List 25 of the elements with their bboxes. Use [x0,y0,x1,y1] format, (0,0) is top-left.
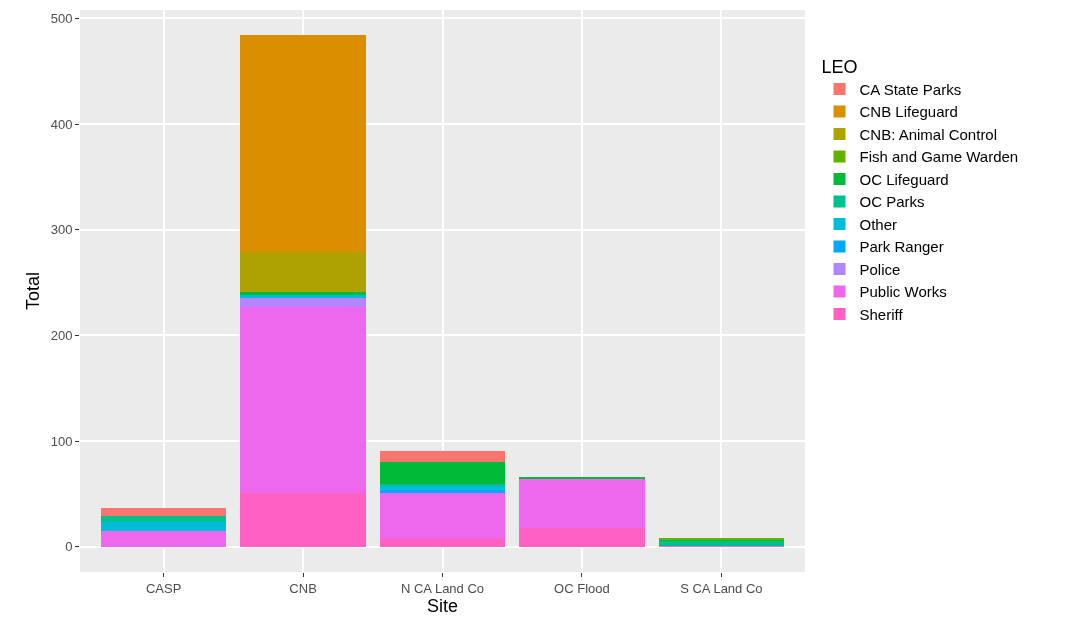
y-axis-title: Total [22,271,43,311]
x-tick-label: CASP [145,580,182,596]
y-tick-label: 300 [50,222,73,238]
x-axis-title: Site [426,595,459,616]
y-tick-label: 100 [50,433,73,449]
legend-label: Other [859,215,898,233]
legend-title: LEO [821,56,858,77]
x-tick-label: N CA Land Co [400,580,485,596]
legend-label: Public Works [859,283,947,301]
x-tick-label: S CA Land Co [680,580,763,596]
y-tick-label: 500 [50,11,73,26]
y-tick-label: 200 [50,327,73,343]
y-tick-label: 0 [65,539,73,555]
legend-label: Park Ranger [859,238,944,256]
legend-label: OC Lifeguard [859,170,949,188]
legend-label: Sheriff [859,305,904,323]
legend-label: CNB: Animal Control [859,125,998,143]
legend-label: OC Parks [859,193,925,211]
legend-label: CNB Lifeguard [859,103,958,121]
y-tick-label: 400 [50,116,73,132]
x-tick-label: CNB [289,580,317,596]
x-tick-label: OC Flood [554,580,610,596]
legend-label: CA State Parks [859,80,962,98]
legend-label: Police [859,260,901,278]
legend-label: Fish and Game Warden [859,148,1019,166]
